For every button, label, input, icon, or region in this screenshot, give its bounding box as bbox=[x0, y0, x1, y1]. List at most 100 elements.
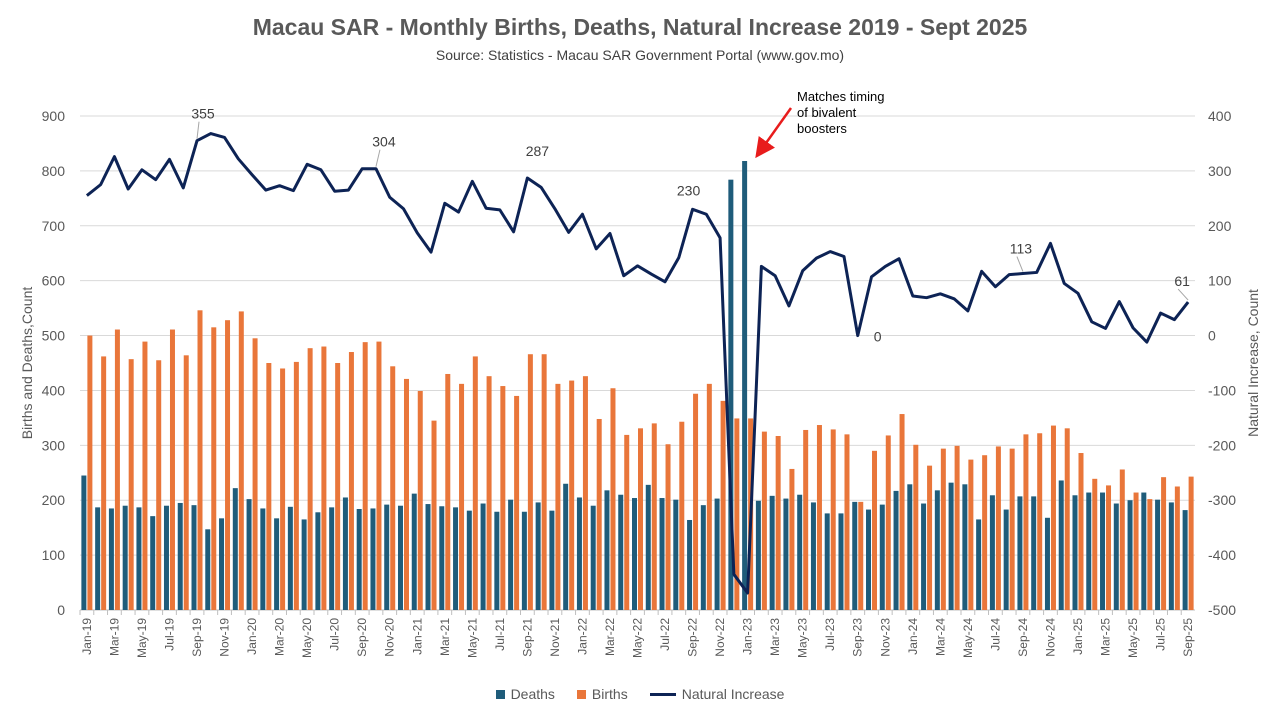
bar-births bbox=[1009, 448, 1015, 610]
bar-deaths bbox=[1100, 492, 1106, 610]
bar-deaths bbox=[439, 506, 445, 610]
x-tick-label: Jan-22 bbox=[575, 618, 589, 655]
legend-deaths: Deaths bbox=[495, 686, 555, 702]
bar-deaths bbox=[645, 484, 651, 610]
bar-deaths bbox=[1031, 496, 1037, 610]
bar-deaths bbox=[150, 516, 156, 610]
legend-natural-increase: Natural Increase bbox=[649, 686, 785, 702]
bar-births bbox=[335, 363, 341, 610]
x-tick-label: Jul-19 bbox=[162, 618, 176, 651]
legend-label: Deaths bbox=[510, 686, 555, 702]
bar-births bbox=[1133, 492, 1139, 610]
bar-births bbox=[885, 435, 891, 610]
bar-deaths bbox=[879, 504, 885, 610]
bar-births bbox=[982, 455, 988, 610]
bar-deaths bbox=[397, 505, 403, 610]
bar-deaths bbox=[1155, 499, 1161, 610]
bar-deaths bbox=[453, 507, 459, 610]
chart-subtitle: Source: Statistics - Macau SAR Governmen… bbox=[435, 47, 845, 63]
bar-deaths bbox=[163, 505, 169, 610]
bar-births bbox=[1064, 428, 1070, 610]
bar-births bbox=[417, 390, 423, 610]
bar-deaths bbox=[962, 484, 968, 610]
bar-births bbox=[610, 388, 616, 610]
bar-births bbox=[1106, 485, 1112, 610]
x-tick-label: Nov-24 bbox=[1043, 618, 1057, 657]
legend-label: Births bbox=[591, 686, 628, 702]
x-tick-label: Mar-21 bbox=[438, 618, 452, 656]
y-tick-left: 700 bbox=[42, 218, 66, 234]
bar-deaths bbox=[1168, 502, 1174, 610]
bar-deaths bbox=[1017, 496, 1023, 610]
legend-births: Births bbox=[576, 686, 628, 702]
bar-births bbox=[266, 363, 272, 610]
y-tick-right: 0 bbox=[1208, 328, 1216, 344]
x-tick-label: May-19 bbox=[135, 618, 149, 658]
bar-births bbox=[156, 360, 162, 610]
bar-deaths bbox=[136, 507, 142, 610]
bar-deaths bbox=[425, 504, 431, 610]
bar-births bbox=[293, 361, 299, 610]
x-tick-label: Sep-20 bbox=[355, 618, 369, 657]
y-tick-right: -200 bbox=[1208, 437, 1236, 453]
bar-deaths bbox=[1058, 480, 1064, 610]
x-tick-label: Sep-23 bbox=[851, 618, 865, 657]
bar-births bbox=[803, 429, 809, 610]
x-tick-label: Sep-22 bbox=[686, 618, 700, 657]
bar-deaths bbox=[315, 512, 321, 610]
data-label-leader bbox=[196, 121, 200, 139]
data-label: 355 bbox=[191, 106, 215, 122]
bar-deaths bbox=[1003, 509, 1009, 610]
x-tick-label: Mar-25 bbox=[1099, 618, 1113, 656]
bar-births bbox=[211, 327, 217, 610]
bar-deaths bbox=[508, 499, 514, 610]
bar-deaths bbox=[576, 497, 582, 610]
bar-births bbox=[1023, 434, 1029, 610]
bar-deaths bbox=[728, 179, 734, 610]
bar-births bbox=[362, 342, 368, 610]
x-tick-label: Nov-19 bbox=[218, 618, 232, 657]
bar-deaths bbox=[1072, 495, 1078, 610]
legend-label: Natural Increase bbox=[681, 686, 785, 702]
bar-deaths bbox=[810, 502, 816, 610]
bar-births bbox=[142, 341, 148, 610]
bar-deaths bbox=[989, 495, 995, 610]
y-tick-left: 800 bbox=[42, 163, 66, 179]
bar-births bbox=[665, 444, 671, 610]
bar-births bbox=[651, 423, 657, 610]
bar-births bbox=[1161, 477, 1167, 610]
bar-deaths bbox=[219, 518, 225, 610]
bar-deaths bbox=[356, 509, 362, 610]
bar-deaths bbox=[370, 508, 376, 610]
y-tick-right: 200 bbox=[1208, 218, 1232, 234]
bar-births bbox=[582, 376, 588, 610]
x-tick-label: Mar-24 bbox=[933, 618, 947, 656]
bar-deaths bbox=[1127, 500, 1133, 610]
bar-deaths bbox=[700, 505, 706, 610]
x-tick-label: Mar-22 bbox=[603, 618, 617, 656]
bar-births bbox=[1092, 478, 1098, 610]
bar-deaths bbox=[384, 504, 390, 610]
x-tick-label: Jan-23 bbox=[741, 618, 755, 655]
x-tick-label: Sep-21 bbox=[520, 618, 534, 657]
bar-deaths bbox=[81, 475, 87, 610]
x-tick-label: Jul-23 bbox=[823, 618, 837, 651]
x-tick-label: Mar-19 bbox=[107, 618, 121, 656]
bar-deaths bbox=[866, 509, 872, 610]
bar-births bbox=[830, 429, 836, 610]
bar-deaths bbox=[742, 161, 748, 610]
x-tick-label: May-24 bbox=[961, 618, 975, 658]
bar-deaths bbox=[480, 503, 486, 610]
bar-births bbox=[527, 354, 533, 610]
x-tick-label: Nov-21 bbox=[548, 618, 562, 657]
bar-deaths bbox=[604, 490, 610, 610]
bar-deaths bbox=[976, 519, 982, 610]
bar-births bbox=[775, 436, 781, 610]
bar-deaths bbox=[274, 518, 280, 610]
legend-swatch-natural-increase bbox=[649, 692, 676, 696]
bar-deaths bbox=[632, 498, 637, 610]
data-label: 113 bbox=[1010, 241, 1033, 257]
x-tick-label: Jul-22 bbox=[658, 618, 672, 651]
y-tick-left: 300 bbox=[42, 437, 66, 453]
